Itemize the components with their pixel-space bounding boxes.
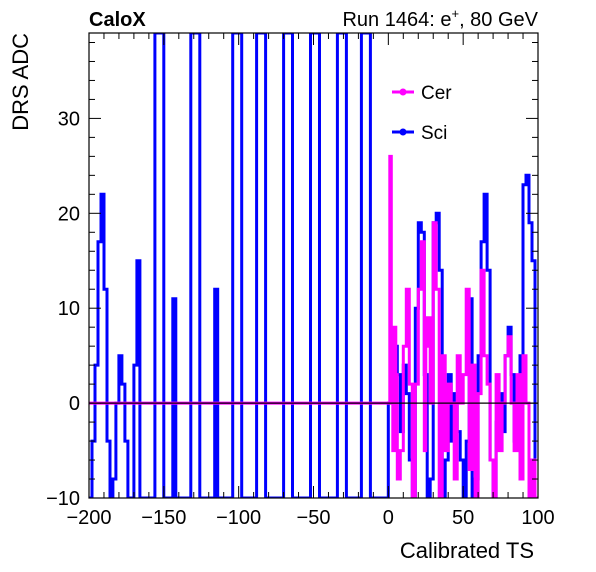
run-label: Run 1464: e+, 80 GeV (342, 6, 538, 31)
series-layer (89, 33, 538, 498)
run-label-sup: + (451, 6, 459, 21)
legend-label-cer: Cer (421, 83, 452, 104)
x-tick-label: 50 (452, 507, 474, 529)
calox-label: CaloX (89, 9, 146, 31)
y-axis-title: DRS ADC (8, 33, 33, 131)
y-tick-label: 30 (58, 108, 80, 130)
y-tick-label: 10 (58, 298, 80, 320)
run-label-main: Run 1464: e (342, 9, 451, 31)
legend: Cer Sci (392, 83, 452, 144)
y-tick-label: −10 (46, 488, 80, 510)
x-tick-label: −200 (66, 507, 111, 529)
x-axis-title: Calibrated TS (400, 538, 534, 563)
x-tick-label: −150 (141, 507, 186, 529)
x-tick-label: 100 (521, 507, 554, 529)
legend-label-sci: Sci (421, 123, 447, 144)
legend-marker-cer (399, 88, 407, 96)
tick-layer (88, 33, 539, 499)
run-label-suffix: , 80 GeV (459, 9, 539, 31)
y-tick-label: 20 (58, 203, 80, 225)
legend-marker-sci (399, 128, 407, 136)
y-tick-label: 0 (69, 393, 80, 415)
x-tick-label: −50 (297, 507, 331, 529)
series-line-cer (89, 154, 538, 498)
x-tick-label: 0 (383, 507, 394, 529)
x-tick-label: −100 (216, 507, 261, 529)
